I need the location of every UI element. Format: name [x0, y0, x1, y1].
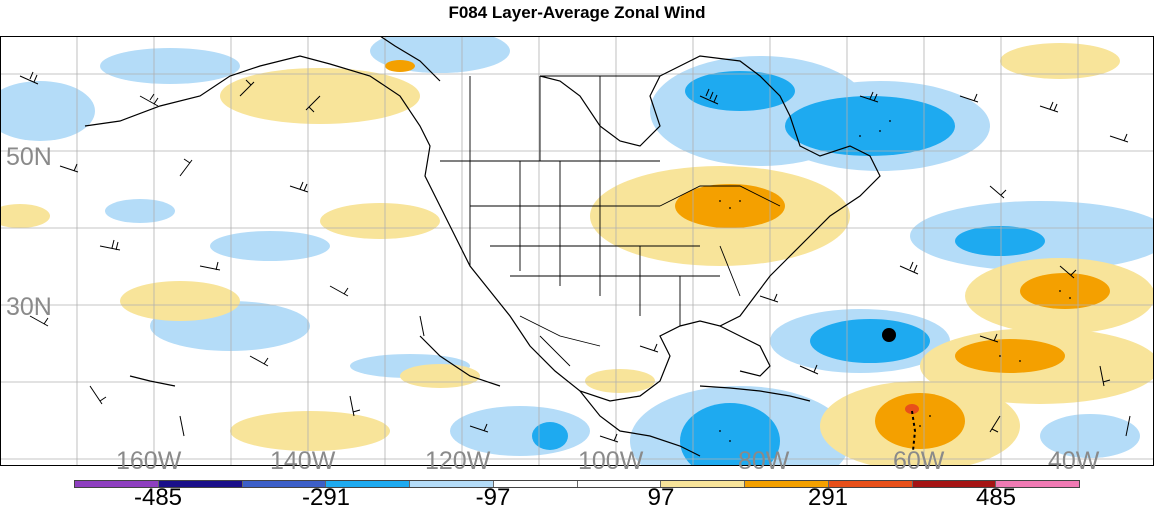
colorbar-label-485: 485 — [975, 484, 1017, 511]
lon-label-60w: 60W — [893, 447, 945, 475]
lon-label-80w: 80W — [738, 447, 790, 475]
wind-barbs — [19, 71, 1131, 443]
peak-positive-shading — [905, 404, 919, 414]
lon-label-100w: 100W — [578, 447, 644, 475]
lon-label-120w: 120W — [425, 447, 491, 475]
lon-label-140w: 140W — [270, 447, 336, 475]
significance-stipple — [719, 120, 1071, 442]
lat-lon-grid — [0, 36, 1154, 466]
track-line — [911, 410, 917, 452]
colorbar-segment — [827, 481, 912, 487]
plot-title: F084 Layer-Average Zonal Wind — [448, 3, 706, 22]
colorbar-segment — [995, 481, 1079, 487]
lon-label-160w: 160W — [116, 447, 182, 475]
zonal-wind-map — [0, 36, 1154, 466]
coastlines — [84, 36, 881, 457]
colorbar-label-neg291: -291 — [301, 484, 351, 511]
lat-label-30n: 30N — [6, 293, 52, 321]
colorbar-segment — [576, 481, 661, 487]
colorbar-segment — [744, 481, 828, 487]
colorbar-label-neg485: -485 — [133, 484, 183, 511]
lat-label-50n: 50N — [6, 143, 52, 171]
colorbar-segment — [241, 481, 326, 487]
strong-positive-wind-shading — [385, 60, 1110, 449]
colorbar-label-neg97: -97 — [475, 484, 511, 511]
colorbar-segment — [409, 481, 493, 487]
colorbar-segment — [660, 481, 744, 487]
colorbar-segment — [911, 481, 996, 487]
location-marker — [882, 328, 896, 342]
colorbar-segment — [325, 481, 409, 487]
colorbar-label-97: 97 — [647, 484, 675, 511]
lon-label-40w: 40W — [1048, 447, 1100, 475]
colorbar-label-291: 291 — [807, 484, 849, 511]
strong-negative-wind-shading — [532, 71, 1045, 466]
colorbar — [74, 480, 1080, 488]
colorbar-segment — [492, 481, 577, 487]
colorbar-segment — [75, 481, 158, 487]
political-borders — [440, 75, 781, 367]
colorbar-segment — [157, 481, 242, 487]
